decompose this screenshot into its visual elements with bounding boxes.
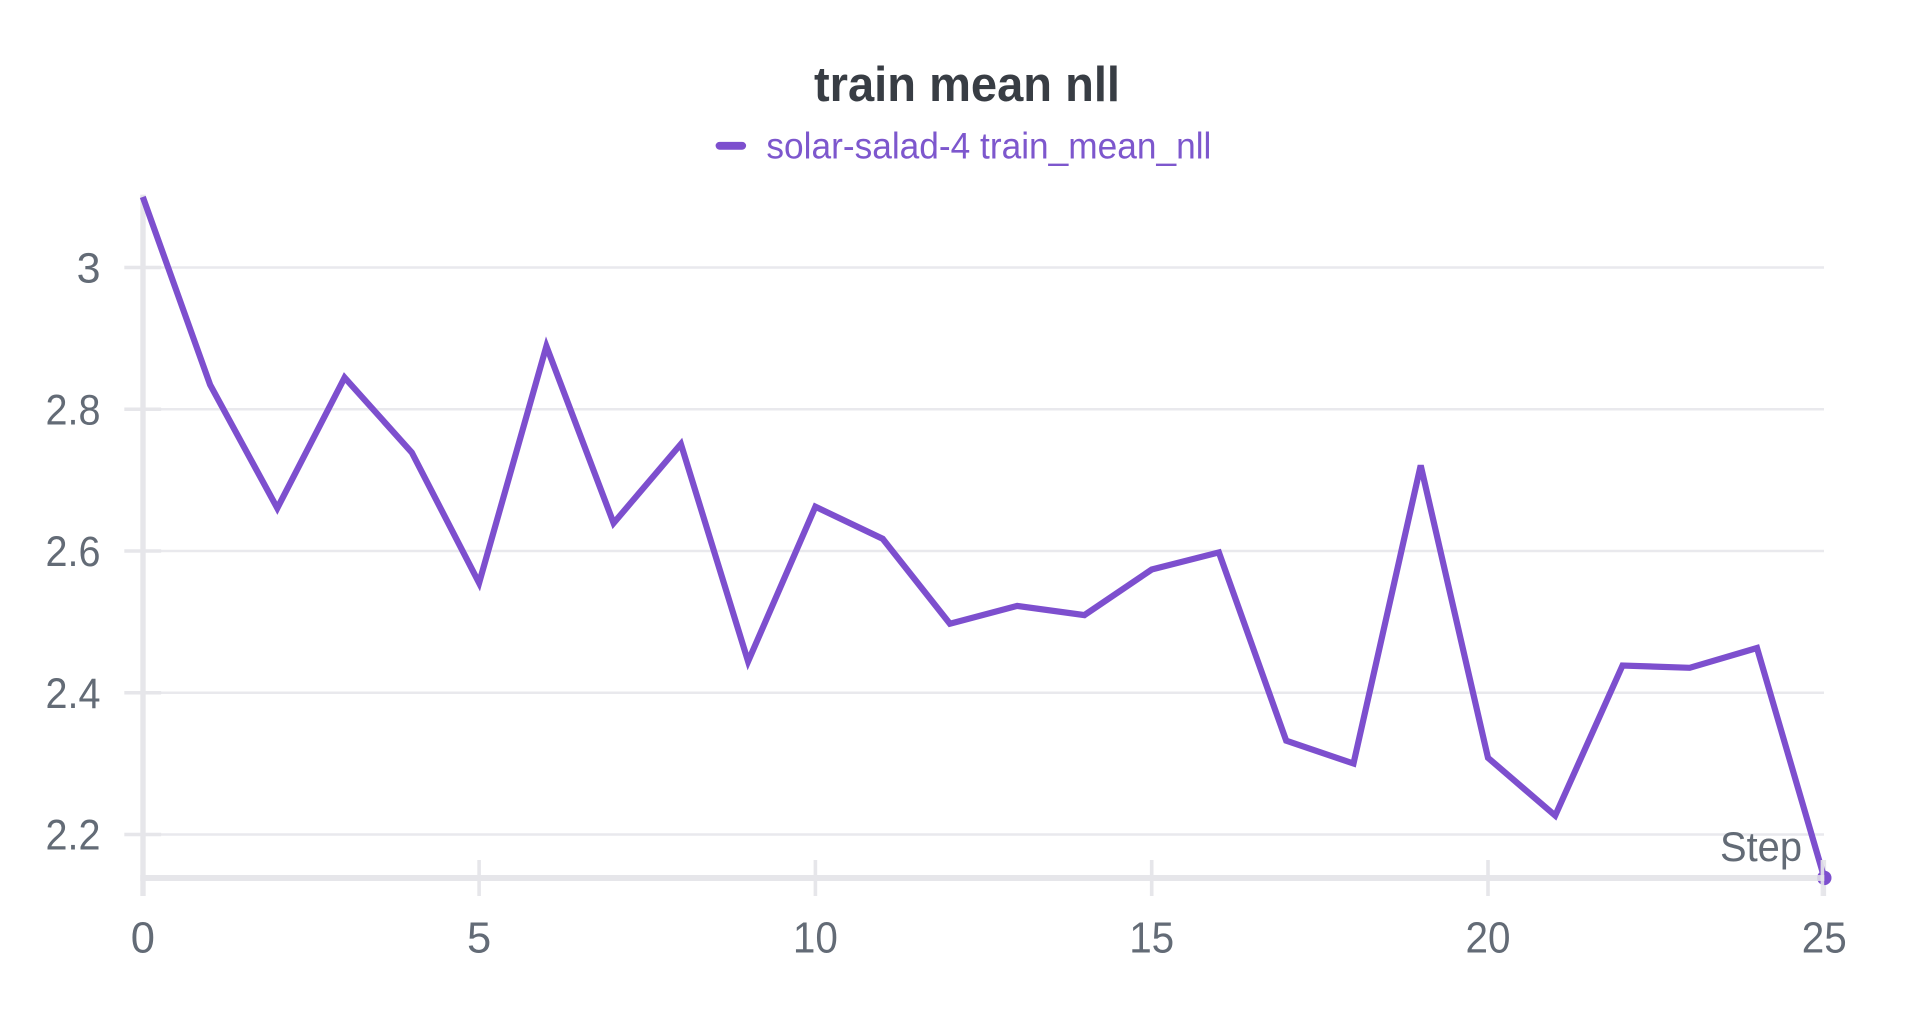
svg-text:Step: Step [1720, 823, 1802, 870]
svg-text:solar-salad-4 train_mean_nll: solar-salad-4 train_mean_nll [766, 125, 1211, 166]
svg-text:25: 25 [1802, 915, 1847, 963]
svg-text:10: 10 [793, 915, 838, 963]
svg-text:5: 5 [467, 915, 491, 963]
svg-text:2.2: 2.2 [46, 812, 101, 860]
svg-text:15: 15 [1129, 915, 1174, 963]
svg-text:0: 0 [131, 915, 155, 963]
svg-text:2.8: 2.8 [46, 386, 101, 434]
svg-text:20: 20 [1466, 915, 1511, 963]
svg-text:3: 3 [77, 245, 101, 293]
svg-text:2.4: 2.4 [46, 670, 101, 718]
svg-text:2.6: 2.6 [46, 528, 101, 576]
svg-text:train mean nll: train mean nll [814, 58, 1120, 112]
